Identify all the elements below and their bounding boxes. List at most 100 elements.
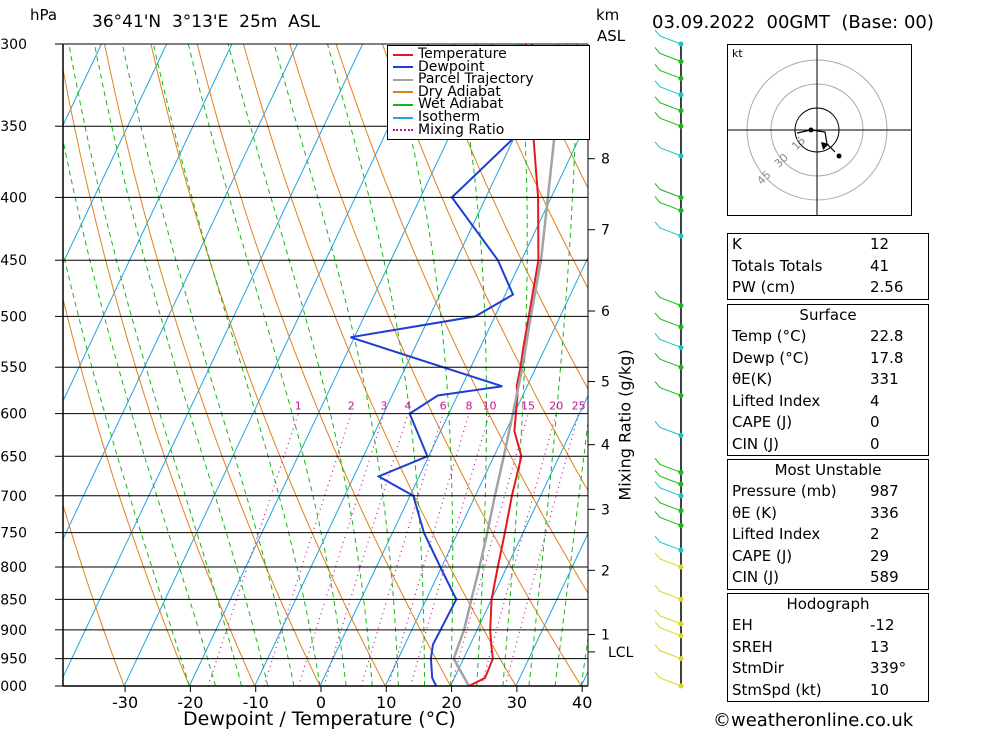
dewpoint-line bbox=[350, 44, 534, 687]
wind-barb bbox=[654, 585, 682, 600]
wind-level-dot bbox=[678, 123, 684, 129]
table-row-label: StmDir bbox=[732, 659, 784, 677]
table-row-value: 17.8 bbox=[870, 348, 904, 367]
wind-barbs bbox=[654, 29, 684, 689]
wind-barb bbox=[654, 312, 682, 328]
mixing-ratio-label: 25 bbox=[572, 400, 586, 413]
header-hpa: hPa bbox=[30, 6, 58, 24]
dry-adiabat-line bbox=[381, 44, 588, 492]
legend-swatch bbox=[393, 66, 413, 69]
table-row-label: CIN (J) bbox=[732, 568, 780, 586]
mixing-ratio-line bbox=[263, 413, 352, 687]
indices-table: K 12 Totals Totals 41 PW (cm) 2.56 bbox=[727, 233, 929, 300]
table-row-value: 0 bbox=[870, 413, 880, 431]
legend-swatch bbox=[393, 103, 413, 106]
isotherm-line bbox=[450, 394, 588, 687]
table-row-label: PW (cm) bbox=[732, 278, 796, 296]
copyright-link[interactable]: ©weatheronline.co.uk bbox=[713, 710, 914, 731]
legend-item: Isotherm bbox=[393, 110, 480, 124]
wind-barb bbox=[654, 481, 682, 497]
wind-barb bbox=[654, 183, 682, 198]
legend-item: Wet Adiabat bbox=[393, 97, 503, 111]
mixing-ratio-axis-label: Mixing Ratio (g/kg) bbox=[615, 349, 635, 501]
wind-barb bbox=[654, 621, 682, 637]
table-row-label: Lifted Index bbox=[732, 391, 821, 410]
wet-adiabat-line bbox=[63, 249, 190, 687]
wet-adiabat-line bbox=[152, 44, 321, 687]
mixing-ratio-label: 8 bbox=[466, 400, 473, 413]
table-row-value: 12 bbox=[870, 235, 890, 253]
table-row: EH -12 bbox=[728, 615, 928, 637]
table-row-label: Totals Totals bbox=[732, 256, 823, 275]
mixing-ratio-label: 6 bbox=[440, 400, 447, 413]
x-tick-label: -30 bbox=[112, 693, 138, 712]
wind-barb bbox=[654, 196, 682, 212]
station-location: 36°41'N 3°13'E 25m ASL bbox=[92, 12, 321, 32]
isotherm-line bbox=[188, 44, 494, 687]
hodograph-storm-motion bbox=[836, 153, 842, 159]
x-tick-label: 0 bbox=[316, 693, 326, 712]
x-tick-label: 30 bbox=[507, 693, 527, 712]
wind-barb bbox=[654, 333, 682, 348]
legend-label: Dewpoint bbox=[418, 58, 485, 75]
table-row-label: CAPE (J) bbox=[732, 546, 793, 565]
wind-barb bbox=[654, 29, 682, 45]
table-row: PW (cm) 2.56 bbox=[728, 277, 928, 299]
table-row: CIN (J) 589 bbox=[728, 567, 928, 589]
table-row-value: 2 bbox=[870, 525, 880, 543]
mixing-ratio-line bbox=[450, 413, 529, 687]
table-row: Dewp (°C) 17.8 bbox=[728, 348, 928, 370]
table-row-label: CIN (J) bbox=[732, 434, 780, 453]
table-row-value: -12 bbox=[870, 616, 895, 634]
wind-barb bbox=[654, 96, 682, 112]
mixing-ratio-label: 2 bbox=[348, 400, 355, 413]
km-tick-label: 1 bbox=[601, 628, 610, 644]
km-tick-label: 5 bbox=[601, 375, 610, 391]
km-tick-label: 4 bbox=[601, 438, 610, 454]
wet-adiabat-line bbox=[227, 44, 373, 687]
table-row-value: 29 bbox=[870, 546, 890, 565]
wind-barb bbox=[654, 221, 682, 237]
wind-barb bbox=[654, 644, 682, 660]
wet-adiabat-line bbox=[63, 137, 216, 687]
run-datetime: 03.09.2022 00GMT (Base: 00) bbox=[652, 12, 934, 33]
table-row-value: 22.8 bbox=[870, 327, 904, 345]
wet-adiabat-line bbox=[453, 44, 487, 687]
legend-item: Dry Adiabat bbox=[393, 85, 501, 99]
legend-swatch bbox=[393, 91, 413, 94]
header-km: km bbox=[596, 6, 620, 24]
table-row-label: K bbox=[732, 235, 742, 253]
mixing-ratio-label: 10 bbox=[483, 400, 497, 413]
table-row: StmSpd (kt) 10 bbox=[728, 680, 928, 702]
wind-barb bbox=[654, 552, 682, 568]
isotherm-line bbox=[319, 118, 588, 687]
isotherm-line bbox=[515, 532, 588, 687]
legend-item: Mixing Ratio bbox=[393, 123, 504, 137]
pressure-tick-label: 300 bbox=[0, 37, 27, 53]
hodograph-table: Hodograph EH -12 SREH 13 StmDir 339° StmSpd (k… bbox=[727, 593, 929, 702]
isotherm-line bbox=[63, 44, 168, 265]
km-tick-label: 3 bbox=[601, 502, 610, 518]
wind-barb bbox=[654, 381, 682, 396]
legend-swatch bbox=[393, 78, 413, 81]
km-tick-label: 2 bbox=[601, 563, 610, 579]
mixing-ratio-label: 15 bbox=[521, 400, 535, 413]
legend: Temperature Dewpoint Parcel Trajectory Dry … bbox=[387, 45, 590, 140]
hodograph-point bbox=[808, 127, 814, 133]
dry-adiabat-line bbox=[428, 44, 588, 391]
table-row: θE (K) 336 bbox=[728, 503, 928, 525]
wind-barb bbox=[654, 47, 682, 62]
table-row-value: 4 bbox=[870, 391, 880, 410]
wet-adiabat-line bbox=[528, 44, 578, 687]
table-row-label: CAPE (J) bbox=[732, 413, 793, 431]
table-row: Totals Totals 41 bbox=[728, 256, 928, 278]
wind-barb bbox=[654, 291, 682, 307]
wind-barb bbox=[654, 511, 682, 526]
dry-adiabat-line bbox=[984, 44, 1000, 686]
wind-barb bbox=[654, 421, 682, 436]
wind-barb bbox=[654, 352, 682, 368]
table-row-label: Lifted Index bbox=[732, 525, 821, 543]
isotherm-line bbox=[63, 44, 364, 679]
legend-label: Parcel Trajectory bbox=[418, 71, 534, 88]
